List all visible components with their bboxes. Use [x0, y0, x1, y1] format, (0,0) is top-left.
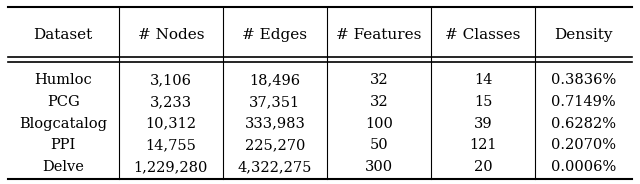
Text: 20: 20	[474, 160, 492, 174]
Text: 121: 121	[469, 139, 497, 153]
Text: 14: 14	[474, 73, 492, 87]
Text: 333,983: 333,983	[244, 117, 305, 131]
Text: 4,322,275: 4,322,275	[237, 160, 312, 174]
Text: 1,229,280: 1,229,280	[134, 160, 208, 174]
Text: 100: 100	[365, 117, 393, 131]
Text: 15: 15	[474, 95, 492, 109]
Text: Blogcatalog: Blogcatalog	[19, 117, 108, 131]
Text: Density: Density	[554, 28, 613, 42]
Text: 0.6282%: 0.6282%	[551, 117, 616, 131]
Text: 39: 39	[474, 117, 492, 131]
Text: 32: 32	[370, 73, 388, 87]
Text: 300: 300	[365, 160, 393, 174]
Text: # Nodes: # Nodes	[138, 28, 204, 42]
Text: 14,755: 14,755	[145, 139, 196, 153]
Text: 32: 32	[370, 95, 388, 109]
Text: Dataset: Dataset	[34, 28, 93, 42]
Text: 3,106: 3,106	[150, 73, 192, 87]
Text: 0.2070%: 0.2070%	[551, 139, 616, 153]
Text: 37,351: 37,351	[250, 95, 300, 109]
Text: # Features: # Features	[336, 28, 422, 42]
Text: # Classes: # Classes	[445, 28, 521, 42]
Text: # Edges: # Edges	[243, 28, 307, 42]
Text: PPI: PPI	[51, 139, 76, 153]
Text: 3,233: 3,233	[150, 95, 192, 109]
Text: 18,496: 18,496	[250, 73, 300, 87]
Text: PCG: PCG	[47, 95, 79, 109]
Text: Delve: Delve	[42, 160, 84, 174]
Text: 225,270: 225,270	[244, 139, 305, 153]
Text: 0.7149%: 0.7149%	[551, 95, 616, 109]
Text: 0.0006%: 0.0006%	[551, 160, 616, 174]
Text: 0.3836%: 0.3836%	[551, 73, 616, 87]
Text: 10,312: 10,312	[145, 117, 196, 131]
Text: 50: 50	[370, 139, 388, 153]
Text: Humloc: Humloc	[35, 73, 92, 87]
